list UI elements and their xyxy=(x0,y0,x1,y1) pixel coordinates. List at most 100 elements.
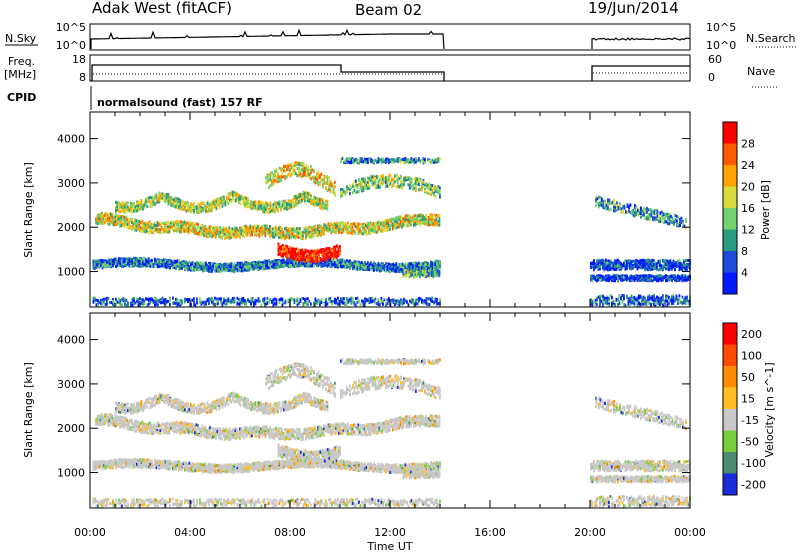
nave-label: Nave xyxy=(747,65,775,78)
scatter-cell xyxy=(370,265,372,269)
scatter-cell xyxy=(185,260,188,264)
nsearch-label: N.Search xyxy=(746,32,796,45)
scatter-cell xyxy=(365,265,368,269)
scatter-cell xyxy=(289,259,291,263)
scatter-cell xyxy=(262,261,264,264)
freq-trace-day xyxy=(91,64,445,81)
scatter-cell xyxy=(353,261,356,264)
nsky-label: N.Sky xyxy=(5,32,37,45)
scatter-cell xyxy=(98,263,101,267)
scatter-cell xyxy=(358,260,360,264)
scatter-cell xyxy=(374,263,377,267)
scatter-cell xyxy=(371,264,374,268)
scatter-cell xyxy=(196,262,198,266)
scatter-cell xyxy=(131,261,134,265)
scatter-cell xyxy=(118,263,120,267)
scatter-cell xyxy=(400,265,402,269)
scatter-cell xyxy=(247,265,249,269)
scatter-cell xyxy=(286,258,288,262)
scatter-cell xyxy=(149,259,152,263)
scatter-cell xyxy=(98,214,100,218)
scatter-cell xyxy=(356,263,359,267)
scatter-cell xyxy=(124,257,126,261)
scatter-cell xyxy=(161,261,164,264)
scatter-cell xyxy=(278,202,281,206)
scatter-cell xyxy=(371,266,374,270)
scatter-cell xyxy=(94,262,96,266)
scatter-cell xyxy=(331,262,333,266)
scatter-cell xyxy=(224,263,227,266)
scatter-cell xyxy=(439,261,441,265)
scatter-cell xyxy=(391,263,393,267)
scatter-cell xyxy=(142,259,144,263)
scatter-cell xyxy=(301,262,303,266)
scatter-cell xyxy=(233,268,236,272)
scatter-cell xyxy=(242,263,245,267)
scatter-cell xyxy=(253,263,255,267)
scatter-cell xyxy=(197,262,200,266)
scatter-cell xyxy=(266,266,269,270)
scatter-cell xyxy=(206,267,209,271)
scatter-cell xyxy=(427,265,429,269)
scatter-cell xyxy=(184,261,186,265)
scatter-cell xyxy=(400,267,402,271)
scatter-cell xyxy=(353,267,356,271)
scatter-cell xyxy=(163,264,165,268)
scatter-cell xyxy=(282,230,285,234)
scatter-cell xyxy=(191,268,194,272)
scatter-cell xyxy=(139,262,141,266)
scatter-cell xyxy=(265,263,267,267)
scatter-cell xyxy=(289,261,291,265)
scatter-cell xyxy=(223,267,225,271)
scatter-cell xyxy=(347,221,349,225)
scatter-cell xyxy=(251,233,253,237)
scatter-cell xyxy=(182,264,185,268)
scatter-cell xyxy=(292,263,294,267)
scatter-cell xyxy=(169,266,171,270)
scatter-cell xyxy=(157,265,159,269)
scatter-cell xyxy=(325,263,327,267)
scatter-cell xyxy=(269,174,272,178)
scatter-cell xyxy=(229,268,231,272)
scatter-cell xyxy=(277,172,279,176)
scatter-cell xyxy=(98,213,100,216)
scatter-cell xyxy=(272,265,275,269)
scatter-cell xyxy=(215,269,218,273)
scatter-cell xyxy=(128,259,131,263)
scatter-cell xyxy=(266,224,268,228)
scatter-cell xyxy=(349,259,351,263)
scatter-cell xyxy=(412,261,414,265)
scatter-cell xyxy=(124,259,126,263)
scatter-cell xyxy=(176,264,179,268)
scatter-cell xyxy=(293,263,296,266)
scatter-cell xyxy=(202,265,204,268)
scatter-cell xyxy=(122,260,125,264)
scatter-cell xyxy=(158,261,161,265)
scatter-cell xyxy=(106,260,108,264)
scatter-cell xyxy=(323,230,325,234)
scatter-cell xyxy=(94,259,96,263)
scatter-cell xyxy=(419,263,422,267)
scatter-cell xyxy=(271,263,273,267)
scatter-cell xyxy=(220,264,222,268)
scatter-cell xyxy=(148,257,150,261)
scatter-cell xyxy=(107,258,110,262)
scatter-cell xyxy=(434,262,437,266)
scatter-cell xyxy=(383,268,386,272)
scatter-cell xyxy=(95,262,98,266)
scatter-cell xyxy=(298,261,300,265)
scatter-cell xyxy=(197,268,200,272)
scatter-cell xyxy=(110,263,113,267)
scatter-cell xyxy=(379,266,381,270)
scatter-cell xyxy=(128,264,131,268)
scatter-cell xyxy=(278,265,281,269)
scatter-cell xyxy=(239,263,242,267)
scatter-cell xyxy=(109,262,111,266)
scatter-cell xyxy=(280,179,282,182)
scatter-cell xyxy=(299,260,302,264)
scatter-cell xyxy=(290,260,293,264)
scatter-cell xyxy=(121,262,123,266)
scatter-cell xyxy=(236,266,239,270)
scatter-cell xyxy=(260,263,263,266)
scatter-cell xyxy=(242,267,245,271)
